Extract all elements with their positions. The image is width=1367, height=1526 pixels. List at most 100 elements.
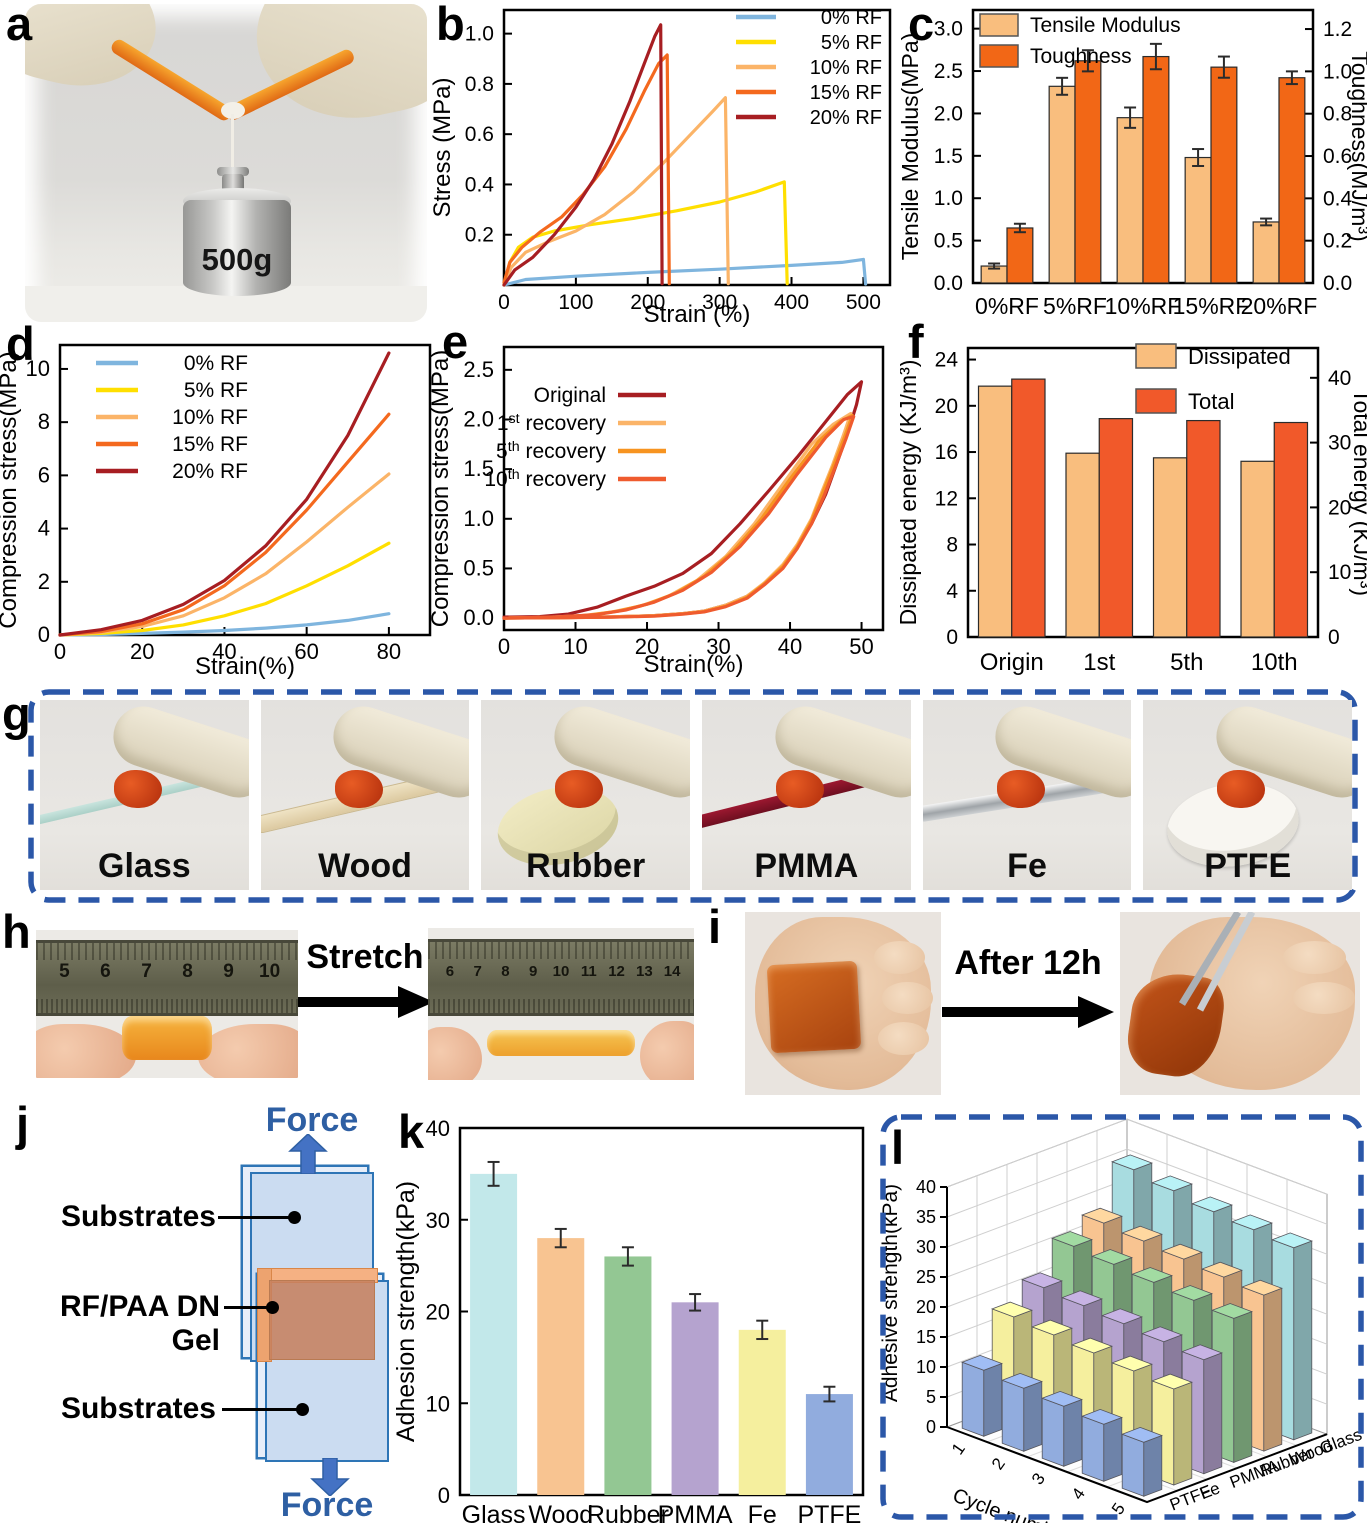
bar3d-front-PTFE-3 — [1041, 1397, 1065, 1467]
plot-area — [458, 1126, 865, 1497]
knuckle — [878, 1021, 930, 1055]
bar3d-top-PMMA-4 — [1141, 1326, 1183, 1343]
cat-label: 0%RF — [975, 293, 1039, 319]
bar3d-top-PMMA-5 — [1181, 1344, 1223, 1361]
substrate-label: Rubber — [526, 847, 646, 885]
series-line-1 — [502, 180, 789, 287]
chart-l-3d-adhesive-strength: 0 5 10 15 20 25 30 35 40 Adhesive strength(kPa) 12… — [879, 1114, 1365, 1523]
x-tick-label: 50 — [849, 634, 873, 659]
substrates-bottom-label: Substrates — [60, 1392, 216, 1425]
left-tick-label: 16 — [935, 441, 958, 464]
red-gel — [776, 770, 825, 808]
substrate-label: Fe — [1007, 847, 1047, 885]
panel-e-letter: e — [442, 315, 469, 368]
floor-front-edges — [946, 1426, 1328, 1504]
cat-label: PTFE — [797, 1501, 861, 1526]
bar-Toughness-10%RF — [1142, 55, 1170, 284]
panel-h-photo-before: 5 6 7 8 9 10 — [36, 930, 298, 1078]
bar-Tensile Modulus-15%RF — [1184, 156, 1212, 284]
x-tick-label: 80 — [377, 639, 401, 664]
substrate-label: Wood — [318, 847, 412, 885]
panel-a-photo: 500g — [25, 4, 427, 322]
knuckle — [874, 941, 926, 975]
ruler-numbers: 6 7 8 9 10 11 12 13 14 — [436, 963, 686, 980]
bar3d-side-Wood-5 — [1263, 1287, 1283, 1452]
left-tick-label: 1.5 — [934, 145, 963, 168]
bar3d-top-Wood-1 — [1081, 1207, 1123, 1224]
legend-label-0: Original — [534, 384, 606, 407]
left-axis-label: Tensile Modulus(MPa) — [900, 33, 923, 261]
legend-label-2: 10% RF — [172, 406, 248, 429]
y-tick-label: 4 — [38, 516, 50, 541]
left-axis-label: Dissipated energy (KJ/m³) — [900, 360, 921, 626]
z-tick-label: 20 — [916, 1297, 936, 1317]
cat-label: Fe — [748, 1501, 777, 1526]
y-tick-label: 1.0 — [465, 23, 494, 46]
bar3d-top-PTFE-2 — [1001, 1372, 1043, 1389]
stretch-label: Stretch — [306, 938, 424, 976]
leader-line-top — [218, 1211, 301, 1224]
panel-i-photo-before — [745, 912, 941, 1095]
bar3d-top-Fe-4 — [1111, 1355, 1153, 1372]
left-tick-label: 20 — [935, 395, 958, 418]
bar3d-top-Wood-3 — [1161, 1243, 1203, 1260]
left-tick-label: 3.0 — [934, 18, 963, 41]
bar3d-top-PTFE-4 — [1081, 1408, 1123, 1425]
left-tick-label: 0.5 — [934, 230, 963, 253]
tweezers-icon — [1179, 912, 1256, 1012]
series-line-0 — [502, 257, 868, 287]
bar3d-top-Rubber-1 — [1051, 1231, 1093, 1247]
steel-ruler: 6 7 8 9 10 11 12 13 14 — [428, 938, 694, 1017]
red-gel — [114, 770, 162, 808]
ruler-number: 13 — [635, 963, 653, 981]
legend-swatch-1 — [979, 44, 1019, 68]
y-tick-label: 0.2 — [465, 224, 494, 247]
bar3d-top-Rubber-3 — [1131, 1267, 1173, 1283]
z-tick-label: 5 — [926, 1387, 936, 1407]
y-axis-label: Compression stress(MPa) — [0, 351, 22, 628]
gloved-hand-left — [25, 4, 169, 104]
y-tick-label: 0.4 — [465, 173, 495, 196]
chart-f-energy: 0 4 8 12 16 20 24 0 10 20 30 40 Dissipated energy (K… — [900, 343, 1367, 676]
series-line-0 — [58, 612, 391, 637]
adhesion-photo-fe: Fe — [922, 700, 1132, 890]
right-tick-label: 0.4 — [1323, 187, 1353, 210]
panel-b-letter: b — [436, 0, 465, 50]
cat-label: 1st — [1083, 649, 1115, 676]
panel-j-letter: j — [16, 1097, 30, 1150]
legend-label-0: Dissipated — [1188, 344, 1291, 369]
after-12h-label: After 12h — [954, 944, 1102, 982]
x-tick-label: 0 — [54, 639, 66, 664]
cat-label: Wood — [528, 1501, 593, 1526]
bar3d-top-PTFE-1 — [961, 1354, 1003, 1371]
gel-label: RF/PAA DN Gel — [60, 1290, 220, 1357]
stretched-gel — [486, 1029, 636, 1056]
cycle-tick-label: 4 — [1068, 1485, 1089, 1504]
x-tick-label: 40 — [212, 639, 236, 664]
z-tick-label: 0 — [926, 1417, 936, 1437]
right-axis-label: Total energy (KJ/m³) — [1349, 389, 1367, 596]
series-line-3 — [502, 414, 856, 620]
left-tick-label: 2.0 — [934, 102, 963, 125]
after-12h-arrow — [942, 996, 1114, 1028]
right-tick-label: 40 — [1328, 367, 1351, 390]
series-line-1 — [58, 541, 391, 637]
legend-label-4: 20% RF — [172, 460, 248, 483]
cat-label: 5%RF — [1043, 293, 1107, 319]
x-axis-label: Strain(%) — [643, 651, 743, 678]
weight-hook — [217, 167, 249, 176]
bar3d-top-PMMA-2 — [1061, 1290, 1103, 1307]
bar-Total-1st — [1098, 418, 1134, 638]
panel-l-dashed-border — [880, 1114, 1364, 1520]
bar3d-top-PMMA-3 — [1101, 1308, 1143, 1325]
x-tick-label: 100 — [558, 291, 593, 314]
bar3d-side-PTFE-3 — [1063, 1398, 1083, 1467]
x-tick-label: 60 — [294, 639, 318, 664]
bar3d-top-Fe-5 — [1151, 1373, 1193, 1390]
ruler-number: 9 — [529, 963, 538, 981]
y-tick-label: 30 — [426, 1208, 450, 1233]
legend-label-2: 5th recovery — [496, 439, 606, 463]
bar-Fe — [738, 1329, 786, 1495]
right-tick-label: 1.2 — [1323, 18, 1352, 41]
